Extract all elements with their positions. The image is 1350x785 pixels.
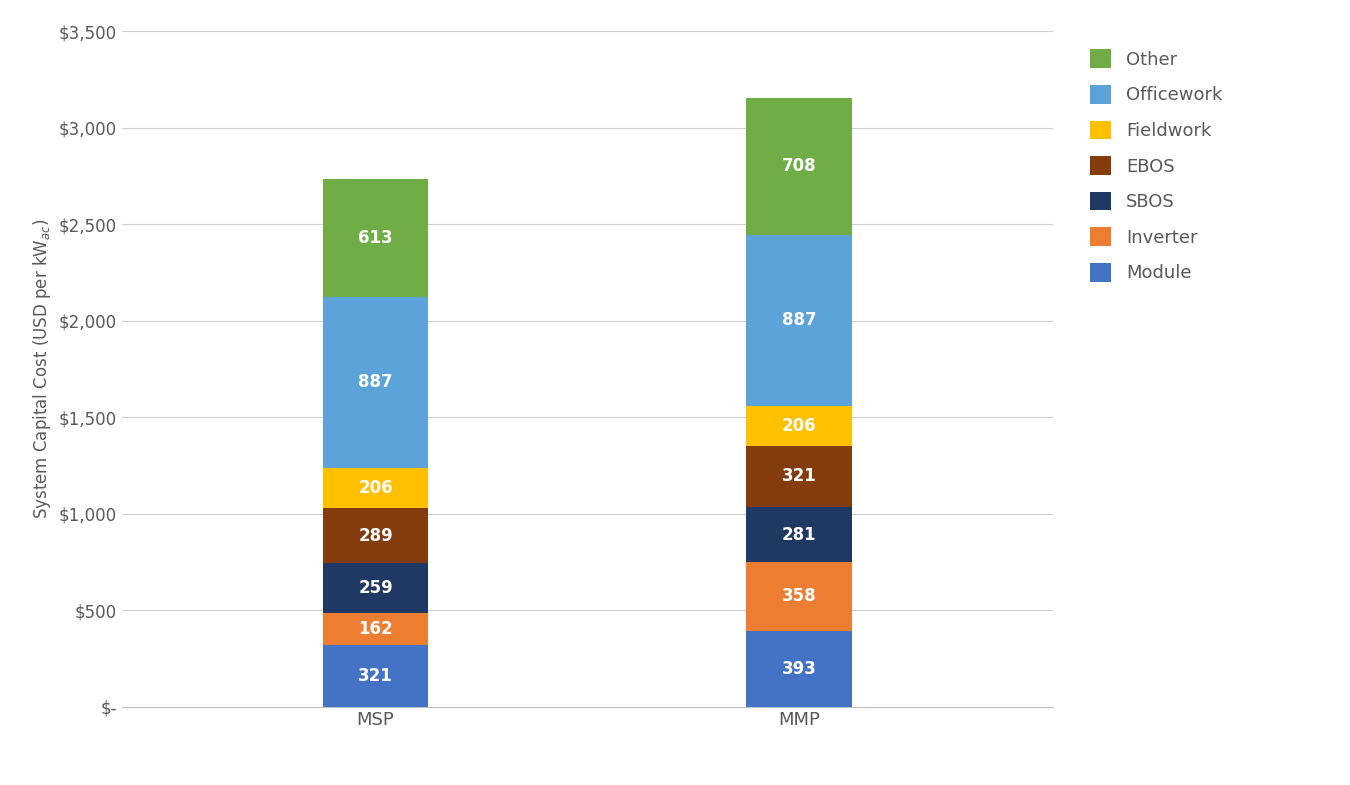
Text: 887: 887 [358, 374, 393, 392]
Text: 162: 162 [358, 620, 393, 638]
Bar [323, 564, 428, 613]
Text: 289: 289 [358, 527, 393, 545]
Bar [747, 98, 852, 235]
Bar [323, 644, 428, 707]
Text: 393: 393 [782, 659, 817, 677]
Text: 259: 259 [358, 579, 393, 597]
Bar [747, 630, 852, 706]
Bar [323, 297, 428, 468]
Text: 206: 206 [782, 417, 817, 435]
Y-axis label: System Capital Cost (USD per kW$_{ac}$): System Capital Cost (USD per kW$_{ac}$) [31, 219, 53, 519]
Bar [747, 446, 852, 507]
Bar [747, 561, 852, 630]
Bar [323, 508, 428, 564]
Bar [747, 235, 852, 406]
Bar [747, 507, 852, 561]
Legend: Other, Officework, Fieldwork, EBOS, SBOS, Inverter, Module: Other, Officework, Fieldwork, EBOS, SBOS… [1080, 41, 1231, 291]
Text: 321: 321 [358, 666, 393, 685]
Text: 708: 708 [782, 158, 817, 175]
Text: 321: 321 [782, 468, 817, 485]
Text: 887: 887 [782, 311, 817, 329]
Text: 613: 613 [358, 228, 393, 246]
Text: 358: 358 [782, 587, 817, 605]
Text: 206: 206 [358, 479, 393, 497]
Bar [323, 468, 428, 508]
Bar [323, 613, 428, 644]
Bar [747, 406, 852, 446]
Text: 281: 281 [782, 525, 817, 543]
Bar [323, 178, 428, 297]
